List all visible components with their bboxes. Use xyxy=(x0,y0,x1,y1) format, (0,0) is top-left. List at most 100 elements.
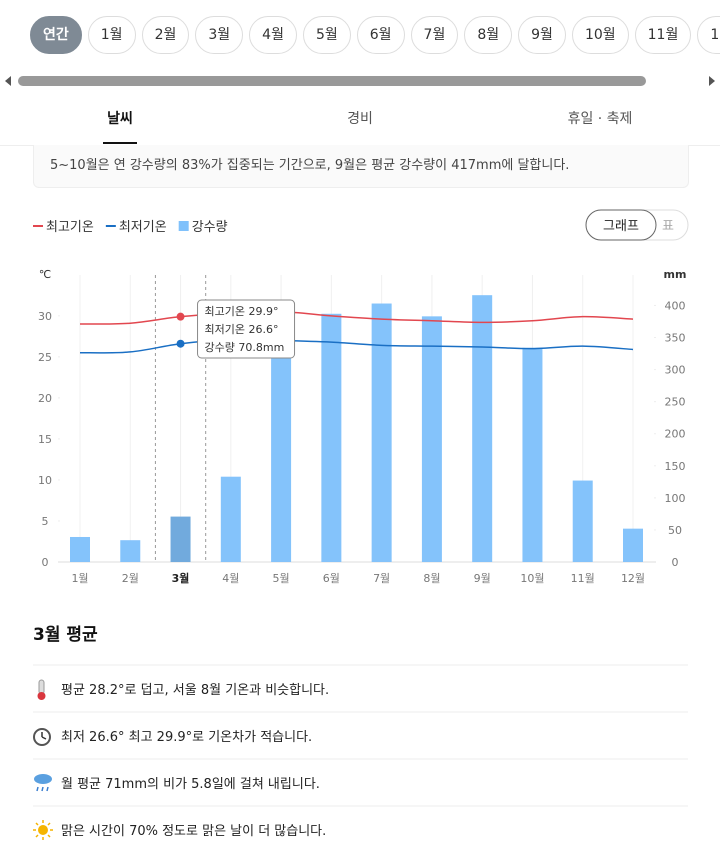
item-icon xyxy=(37,679,46,700)
month-tab[interactable]: 1월 xyxy=(87,16,136,54)
x-tick-label: 1월 xyxy=(71,572,88,585)
icon-clock-hands xyxy=(41,732,47,740)
month-tab[interactable]: 연간 xyxy=(30,16,82,54)
scroll-right[interactable] xyxy=(709,76,715,86)
scroll-left[interactable] xyxy=(5,76,11,86)
y2-tick-label: 350 xyxy=(665,332,686,345)
tooltip-line: 최고기온 29.9° xyxy=(205,305,279,318)
y-tick-label: 10 xyxy=(38,474,52,487)
month-tab[interactable]: 2월 xyxy=(141,16,190,54)
tooltip xyxy=(197,299,296,359)
toggle-label: 그래프 xyxy=(603,219,639,234)
item-icon xyxy=(33,728,51,746)
month-tab[interactable]: 6월 xyxy=(356,16,405,54)
icon-cloud xyxy=(34,774,52,784)
x-tick-label: 3월 xyxy=(172,571,190,585)
bar xyxy=(472,295,493,562)
highlight-point xyxy=(176,312,185,321)
summary-item: 평균 28.2°로 덥고, 서울 8월 기온과 비슷합니다. xyxy=(61,683,329,698)
x-tick-label: 2월 xyxy=(122,572,139,585)
line xyxy=(79,338,634,354)
tooltip-line: 강수량 70.8mm xyxy=(205,341,285,354)
summary-title: 3월 평균 xyxy=(33,625,98,645)
toggle-bg xyxy=(585,209,689,241)
bar xyxy=(321,313,342,562)
bar xyxy=(522,347,543,562)
tooltip-line: 최저기온 26.6° xyxy=(205,323,279,336)
summary-item: 최저 26.6° 최고 29.9°로 기온차가 적습니다. xyxy=(61,730,312,745)
x-tick-label: 10월 xyxy=(520,572,544,585)
item-icon xyxy=(34,774,52,792)
y2-tick-label: 0 xyxy=(672,556,679,569)
view-tabs: 날씨 경비 휴일 · 축제 xyxy=(0,95,720,146)
month-tab[interactable]: 5월 xyxy=(302,16,351,54)
y2-tick-label: 200 xyxy=(665,428,686,441)
bar xyxy=(120,540,141,562)
month-tab[interactable]: 7월 xyxy=(410,16,459,54)
toggle-label: 표 xyxy=(662,219,674,234)
toggle: 그래프 표 xyxy=(585,209,689,241)
y-tick-label: 15 xyxy=(38,433,52,446)
view-tab[interactable]: 날씨 xyxy=(107,111,133,127)
bar xyxy=(623,528,643,562)
month-tabs: 연간1월2월3월4월5월6월7월8월9월10월11월12월 xyxy=(30,16,720,54)
legend-label: 최고기온 xyxy=(46,220,94,235)
month-tab[interactable]: 10월 xyxy=(571,16,629,54)
x-tick-label: 12월 xyxy=(621,572,645,585)
highlight-point xyxy=(176,339,185,348)
month-tab[interactable]: 3월 xyxy=(195,16,244,54)
view-tab[interactable]: 경비 xyxy=(347,111,373,127)
x-tick-label: 8월 xyxy=(423,572,440,585)
x-tick-label: 7월 xyxy=(373,572,390,585)
item-icon xyxy=(33,820,53,840)
bar xyxy=(271,337,292,562)
y-tick-label: 0 xyxy=(42,556,49,569)
y-tick-label: 5 xyxy=(42,515,49,528)
toggle-on[interactable] xyxy=(585,209,657,241)
y-tick-label: 20 xyxy=(38,392,52,405)
icon-thermo xyxy=(38,679,45,695)
y-axis-unit: ℃ xyxy=(39,268,51,281)
icon-thermo-bulb xyxy=(37,692,46,700)
x-tick-label: 6월 xyxy=(323,572,340,585)
month-tab[interactable]: 4월 xyxy=(249,16,297,54)
legend-label: 최저기온 xyxy=(119,220,167,235)
y2-axis-unit: mm xyxy=(664,268,687,281)
month-tab[interactable]: 12월 xyxy=(697,16,720,54)
bar xyxy=(70,536,90,562)
month-tab[interactable]: 9월 xyxy=(518,16,566,54)
icon-sun-rays xyxy=(33,820,53,840)
bar xyxy=(572,480,593,562)
summary-item: 월 평균 71mm의 비가 5.8일에 걸쳐 내립니다. xyxy=(61,777,320,792)
y2-tick-label: 250 xyxy=(665,396,686,409)
summary-item: 맑은 시간이 70% 정도로 맑은 날이 더 많습니다. xyxy=(61,824,326,839)
icon-sun xyxy=(38,825,48,835)
x-tick-label: 5월 xyxy=(273,572,290,585)
y2-tick-label: 300 xyxy=(665,364,686,377)
y2-tick-label: 100 xyxy=(665,492,686,505)
month-tab[interactable]: 11월 xyxy=(634,16,692,54)
line xyxy=(79,310,634,325)
scrollbar xyxy=(5,76,715,86)
x-tick-label: 4월 xyxy=(222,572,239,585)
y2-tick-label: 150 xyxy=(665,460,686,473)
y-tick-label: 25 xyxy=(38,351,52,364)
y2-tick-label: 50 xyxy=(668,524,682,537)
x-tick-label: 9월 xyxy=(474,572,491,585)
icon-clock xyxy=(33,728,51,746)
x-tick-label: 11월 xyxy=(571,572,595,585)
view-tab[interactable]: 휴일 · 축제 xyxy=(567,111,633,127)
month-tab[interactable]: 8월 xyxy=(464,16,513,54)
bar xyxy=(421,316,442,562)
bar xyxy=(170,516,191,562)
y2-tick-label: 400 xyxy=(665,299,686,312)
scroll-thumb[interactable] xyxy=(18,76,646,86)
bar xyxy=(371,303,392,562)
y-tick-label: 30 xyxy=(38,310,52,323)
icon-rain xyxy=(36,786,49,792)
legend-label: 강수량 xyxy=(192,220,228,235)
bar xyxy=(220,476,241,562)
notice: 5~10월은 연 강수량의 83%가 집중되는 기간으로, 9월은 평균 강수량… xyxy=(33,145,689,188)
legend-swatch xyxy=(178,221,189,231)
